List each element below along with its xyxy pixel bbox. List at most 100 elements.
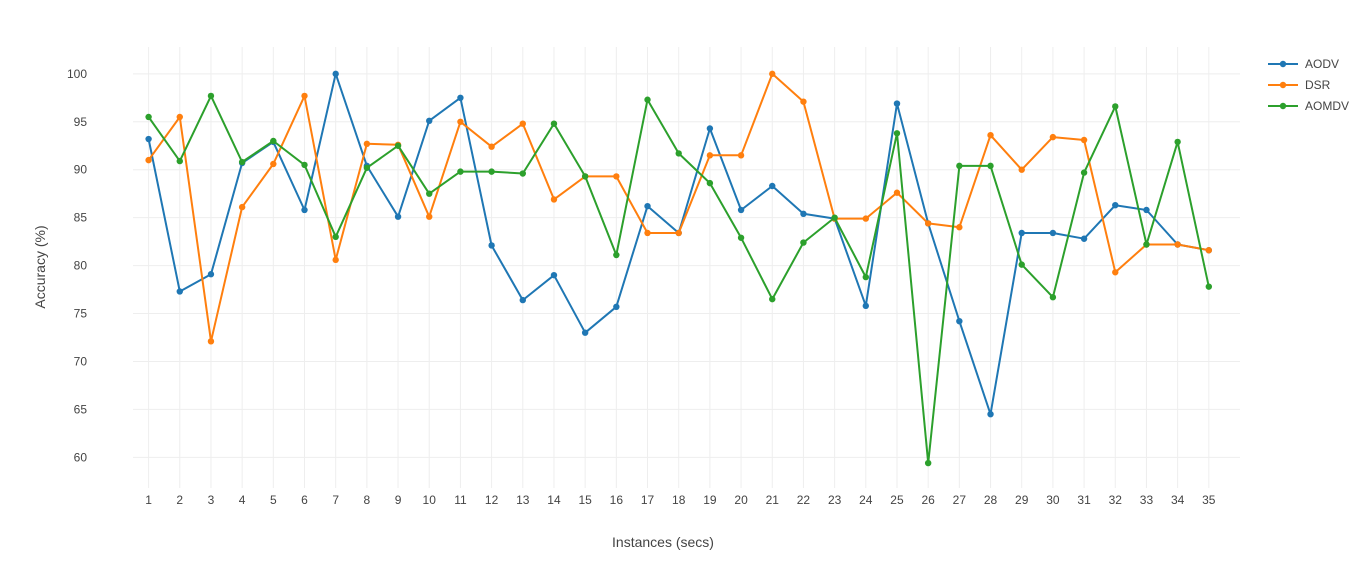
y-tick-label: 85 — [74, 211, 88, 225]
data-point-aomdv[interactable] — [488, 168, 495, 175]
data-point-dsr[interactable] — [519, 120, 526, 127]
data-point-aodv[interactable] — [769, 182, 776, 190]
data-point-aomdv[interactable] — [176, 157, 183, 165]
data-point-dsr[interactable] — [270, 160, 277, 168]
data-point-aomdv[interactable] — [675, 150, 682, 157]
data-point-aodv[interactable] — [519, 296, 526, 304]
data-point-dsr[interactable] — [956, 224, 963, 231]
data-point-aodv[interactable] — [581, 329, 589, 336]
data-point-aodv[interactable] — [800, 210, 807, 218]
data-point-dsr[interactable] — [706, 152, 714, 159]
data-point-aodv[interactable] — [1080, 235, 1088, 242]
data-point-dsr[interactable] — [1174, 241, 1181, 248]
data-point-dsr[interactable] — [675, 229, 682, 237]
data-point-aomdv[interactable] — [1112, 103, 1119, 110]
data-point-dsr[interactable] — [363, 140, 371, 148]
data-point-aodv[interactable] — [1049, 229, 1057, 237]
data-point-dsr[interactable] — [737, 152, 745, 159]
data-point-dsr[interactable] — [145, 156, 152, 164]
data-point-dsr[interactable] — [769, 70, 776, 78]
legend-item-aomdv[interactable]: AOMDV — [1268, 99, 1349, 113]
data-point-aodv[interactable] — [332, 70, 339, 78]
data-point-aodv[interactable] — [550, 271, 558, 279]
data-point-aomdv[interactable] — [550, 120, 558, 127]
data-point-aodv[interactable] — [207, 271, 215, 278]
data-point-aomdv[interactable] — [1049, 294, 1057, 301]
data-point-aomdv[interactable] — [519, 170, 526, 177]
data-point-aodv[interactable] — [956, 317, 963, 325]
data-point-dsr[interactable] — [1205, 247, 1213, 254]
data-point-aomdv[interactable] — [644, 96, 651, 103]
data-point-aodv[interactable] — [457, 94, 464, 102]
data-point-dsr[interactable] — [862, 215, 870, 222]
data-point-aodv[interactable] — [1143, 206, 1150, 214]
data-point-dsr[interactable] — [1112, 269, 1119, 276]
data-point-aomdv[interactable] — [987, 162, 994, 170]
data-point-dsr[interactable] — [488, 143, 495, 150]
data-point-aomdv[interactable] — [332, 233, 339, 241]
data-point-dsr[interactable] — [332, 256, 339, 264]
x-tick-label: 9 — [395, 493, 402, 507]
data-point-aomdv[interactable] — [363, 164, 371, 171]
data-point-dsr[interactable] — [1080, 136, 1088, 144]
data-point-aomdv[interactable] — [862, 273, 870, 281]
data-point-dsr[interactable] — [613, 173, 620, 180]
data-point-aodv[interactable] — [706, 125, 714, 132]
data-point-aomdv[interactable] — [301, 161, 308, 169]
data-point-dsr[interactable] — [893, 189, 901, 196]
data-point-aomdv[interactable] — [706, 179, 714, 187]
data-point-dsr[interactable] — [987, 132, 994, 139]
data-point-aodv[interactable] — [488, 242, 495, 249]
legend-item-dsr[interactable]: DSR — [1268, 78, 1331, 92]
data-point-aomdv[interactable] — [1174, 138, 1181, 146]
data-point-aodv[interactable] — [301, 206, 308, 214]
data-point-aomdv[interactable] — [457, 168, 464, 175]
data-point-aomdv[interactable] — [207, 92, 215, 100]
data-point-aomdv[interactable] — [238, 158, 246, 166]
data-point-aodv[interactable] — [737, 206, 745, 214]
data-point-dsr[interactable] — [207, 338, 215, 345]
data-point-aomdv[interactable] — [831, 214, 838, 221]
data-point-aodv[interactable] — [1112, 201, 1119, 209]
legend-label: AODV — [1305, 57, 1339, 71]
data-point-aodv[interactable] — [613, 303, 620, 311]
data-point-dsr[interactable] — [457, 118, 464, 125]
data-point-aomdv[interactable] — [769, 295, 776, 303]
data-point-aodv[interactable] — [145, 135, 152, 143]
data-point-dsr[interactable] — [1018, 166, 1025, 173]
data-point-aodv[interactable] — [1018, 229, 1025, 237]
x-tick-label: 23 — [828, 493, 842, 507]
data-point-dsr[interactable] — [426, 213, 433, 220]
data-point-aomdv[interactable] — [893, 130, 901, 137]
data-point-aomdv[interactable] — [1205, 283, 1213, 290]
data-point-aomdv[interactable] — [613, 251, 620, 259]
data-point-aomdv[interactable] — [581, 173, 589, 180]
data-point-dsr[interactable] — [550, 196, 558, 203]
data-point-aomdv[interactable] — [956, 162, 963, 170]
data-point-aomdv[interactable] — [924, 459, 932, 467]
data-point-aodv[interactable] — [862, 302, 870, 310]
data-point-aomdv[interactable] — [1143, 241, 1150, 248]
data-point-aodv[interactable] — [394, 213, 402, 220]
data-point-aomdv[interactable] — [1018, 261, 1025, 268]
legend-item-aodv[interactable]: AODV — [1268, 57, 1339, 71]
data-point-dsr[interactable] — [176, 113, 183, 121]
data-point-aodv[interactable] — [176, 288, 183, 295]
data-point-aomdv[interactable] — [270, 137, 277, 145]
data-point-aomdv[interactable] — [426, 190, 433, 197]
data-point-aomdv[interactable] — [145, 113, 152, 121]
data-point-dsr[interactable] — [1049, 133, 1057, 141]
data-point-aomdv[interactable] — [800, 239, 807, 246]
data-point-aodv[interactable] — [893, 100, 901, 107]
data-point-aomdv[interactable] — [394, 142, 402, 149]
data-point-aodv[interactable] — [644, 202, 651, 210]
data-point-aomdv[interactable] — [737, 234, 745, 241]
data-point-dsr[interactable] — [238, 203, 246, 211]
data-point-dsr[interactable] — [301, 92, 308, 100]
data-point-aodv[interactable] — [987, 410, 994, 418]
data-point-dsr[interactable] — [800, 98, 807, 105]
data-point-aomdv[interactable] — [1080, 169, 1088, 176]
data-point-aodv[interactable] — [426, 117, 433, 125]
data-point-dsr[interactable] — [924, 220, 932, 227]
data-point-dsr[interactable] — [644, 229, 651, 237]
